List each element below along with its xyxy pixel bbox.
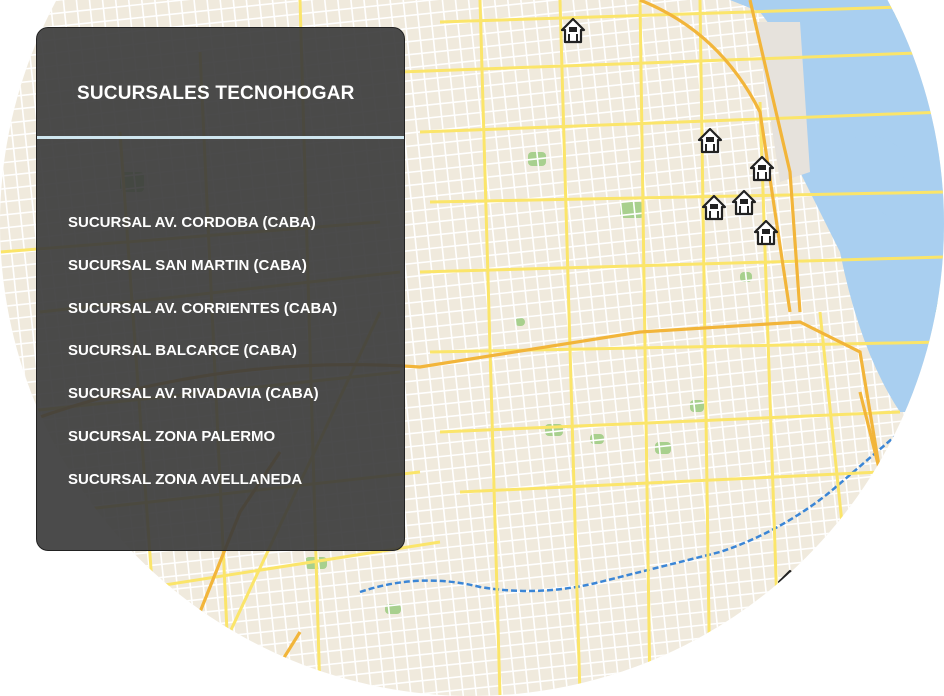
marker-window (569, 27, 577, 32)
minor-street (666, 0, 785, 696)
branch-list: SUCURSAL AV. CORDOBA (CABA) SUCURSAL SAN… (68, 214, 337, 514)
marker-window (740, 199, 748, 204)
river-water (730, 0, 944, 412)
avenue (638, 0, 652, 696)
port-dock (755, 22, 810, 182)
minor-street (355, 0, 475, 696)
minor-street (0, 0, 10, 696)
water-layer (359, 0, 944, 594)
store-marker-icon (753, 219, 779, 246)
branch-link-balcarce[interactable]: SUCURSAL BALCARCE (CABA) (68, 342, 297, 360)
avenue (429, 190, 944, 204)
minor-street (381, 0, 501, 696)
panel-divider (37, 136, 404, 139)
minor-street (498, 0, 617, 696)
highway (748, 0, 802, 313)
branch-link-avellaneda[interactable]: SUCURSAL ZONA AVELLANEDA (68, 470, 303, 488)
avenue (439, 410, 901, 434)
minor-street (523, 0, 643, 696)
branch-link-san-martin[interactable]: SUCURSAL SAN MARTIN (CABA) (68, 256, 307, 274)
minor-street (614, 0, 734, 696)
minor-street (0, 0, 944, 44)
minor-street (601, 0, 721, 696)
minor-street (575, 0, 695, 696)
minor-street (394, 0, 514, 696)
branches-panel: SUCURSALES TECNOHOGAR SUCURSAL AV. CORDO… (36, 27, 405, 551)
minor-street (459, 0, 578, 696)
avenue (419, 110, 944, 134)
minor-street (0, 0, 944, 31)
minor-street (627, 0, 746, 696)
minor-street (433, 0, 553, 696)
marker-window (710, 204, 718, 209)
park (655, 442, 671, 454)
minor-street (640, 0, 759, 696)
store-marker-icon (749, 155, 775, 182)
store-marker-icon (701, 194, 727, 221)
minor-street (588, 0, 708, 696)
avenue (698, 0, 712, 696)
minor-street (485, 0, 604, 696)
avenue (558, 0, 582, 696)
marker-window (786, 579, 794, 584)
park (515, 318, 525, 326)
marker-window (762, 229, 770, 234)
branch-link-corrientes[interactable]: SUCURSAL AV. CORRIENTES (CABA) (68, 299, 338, 317)
branch-link-rivadavia[interactable]: SUCURSAL AV. RIVADAVIA (CABA) (68, 385, 319, 403)
avenue (459, 470, 881, 494)
minor-street (562, 0, 682, 696)
park (690, 400, 704, 412)
marker-window (758, 165, 766, 170)
minor-street (446, 0, 565, 696)
minor-street (536, 0, 656, 696)
marker-window (706, 137, 714, 142)
panel-title: SUCURSALES TECNOHOGAR (77, 83, 355, 104)
riachuelo-river (359, 431, 901, 594)
store-marker-icon (560, 17, 586, 44)
lagoon (838, 135, 905, 222)
store-marker-icon (731, 189, 757, 216)
minor-street (510, 0, 630, 696)
minor-street (420, 0, 540, 696)
branch-link-cordoba[interactable]: SUCURSAL AV. CORDOBA (CABA) (68, 214, 316, 231)
avenue (478, 0, 502, 696)
minor-street (937, 0, 944, 696)
branch-link-palermo[interactable]: SUCURSAL ZONA PALERMO (68, 427, 276, 445)
minor-street (368, 0, 488, 696)
minor-street (407, 0, 527, 696)
branch-markers-layer (560, 17, 803, 596)
store-marker-icon (697, 127, 723, 154)
minor-street (472, 0, 591, 696)
avenue (399, 50, 944, 74)
avenue (419, 255, 944, 274)
highway (639, 0, 792, 313)
